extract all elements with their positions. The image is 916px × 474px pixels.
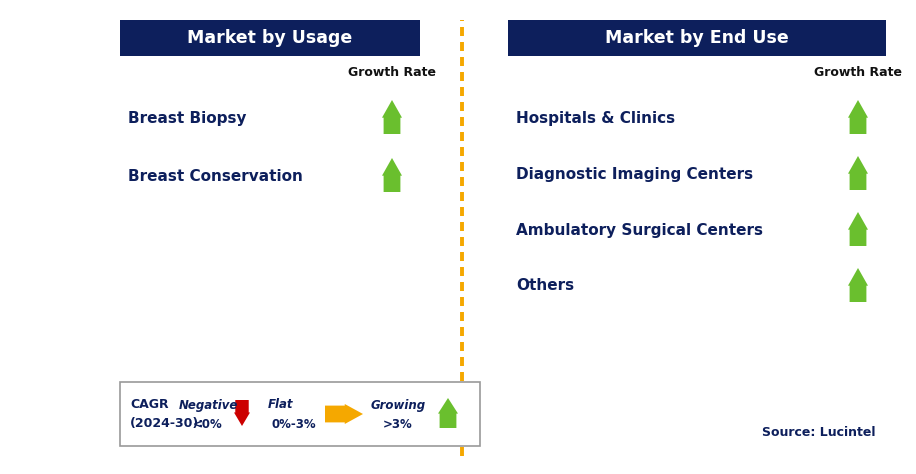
Polygon shape (848, 156, 868, 190)
FancyBboxPatch shape (120, 382, 480, 446)
Text: Breast Conservation: Breast Conservation (128, 168, 303, 183)
Text: <0%: <0% (193, 418, 223, 430)
Text: Market by End Use: Market by End Use (605, 29, 789, 47)
Polygon shape (234, 400, 250, 426)
Text: CAGR: CAGR (130, 399, 169, 411)
Text: Market by Usage: Market by Usage (188, 29, 353, 47)
Polygon shape (438, 398, 458, 428)
Text: Breast Biopsy: Breast Biopsy (128, 110, 246, 126)
FancyBboxPatch shape (508, 20, 886, 56)
Polygon shape (382, 100, 402, 134)
Polygon shape (382, 158, 402, 192)
Polygon shape (848, 212, 868, 246)
Text: Growth Rate: Growth Rate (814, 65, 902, 79)
Text: >3%: >3% (383, 418, 413, 430)
Text: Flat: Flat (267, 399, 293, 411)
Text: Diagnostic Imaging Centers: Diagnostic Imaging Centers (516, 166, 753, 182)
FancyBboxPatch shape (120, 20, 420, 56)
Text: 0%-3%: 0%-3% (272, 418, 316, 430)
Text: Source: Lucintel: Source: Lucintel (762, 426, 876, 438)
Text: Negative: Negative (179, 399, 237, 411)
Polygon shape (848, 100, 868, 134)
Polygon shape (325, 404, 363, 424)
Text: (2024-30):: (2024-30): (130, 418, 204, 430)
Text: Growing: Growing (370, 399, 426, 411)
Text: Ambulatory Surgical Centers: Ambulatory Surgical Centers (516, 222, 763, 237)
Polygon shape (848, 268, 868, 302)
Text: Hospitals & Clinics: Hospitals & Clinics (516, 110, 675, 126)
Text: Others: Others (516, 279, 574, 293)
Text: Growth Rate: Growth Rate (348, 65, 436, 79)
